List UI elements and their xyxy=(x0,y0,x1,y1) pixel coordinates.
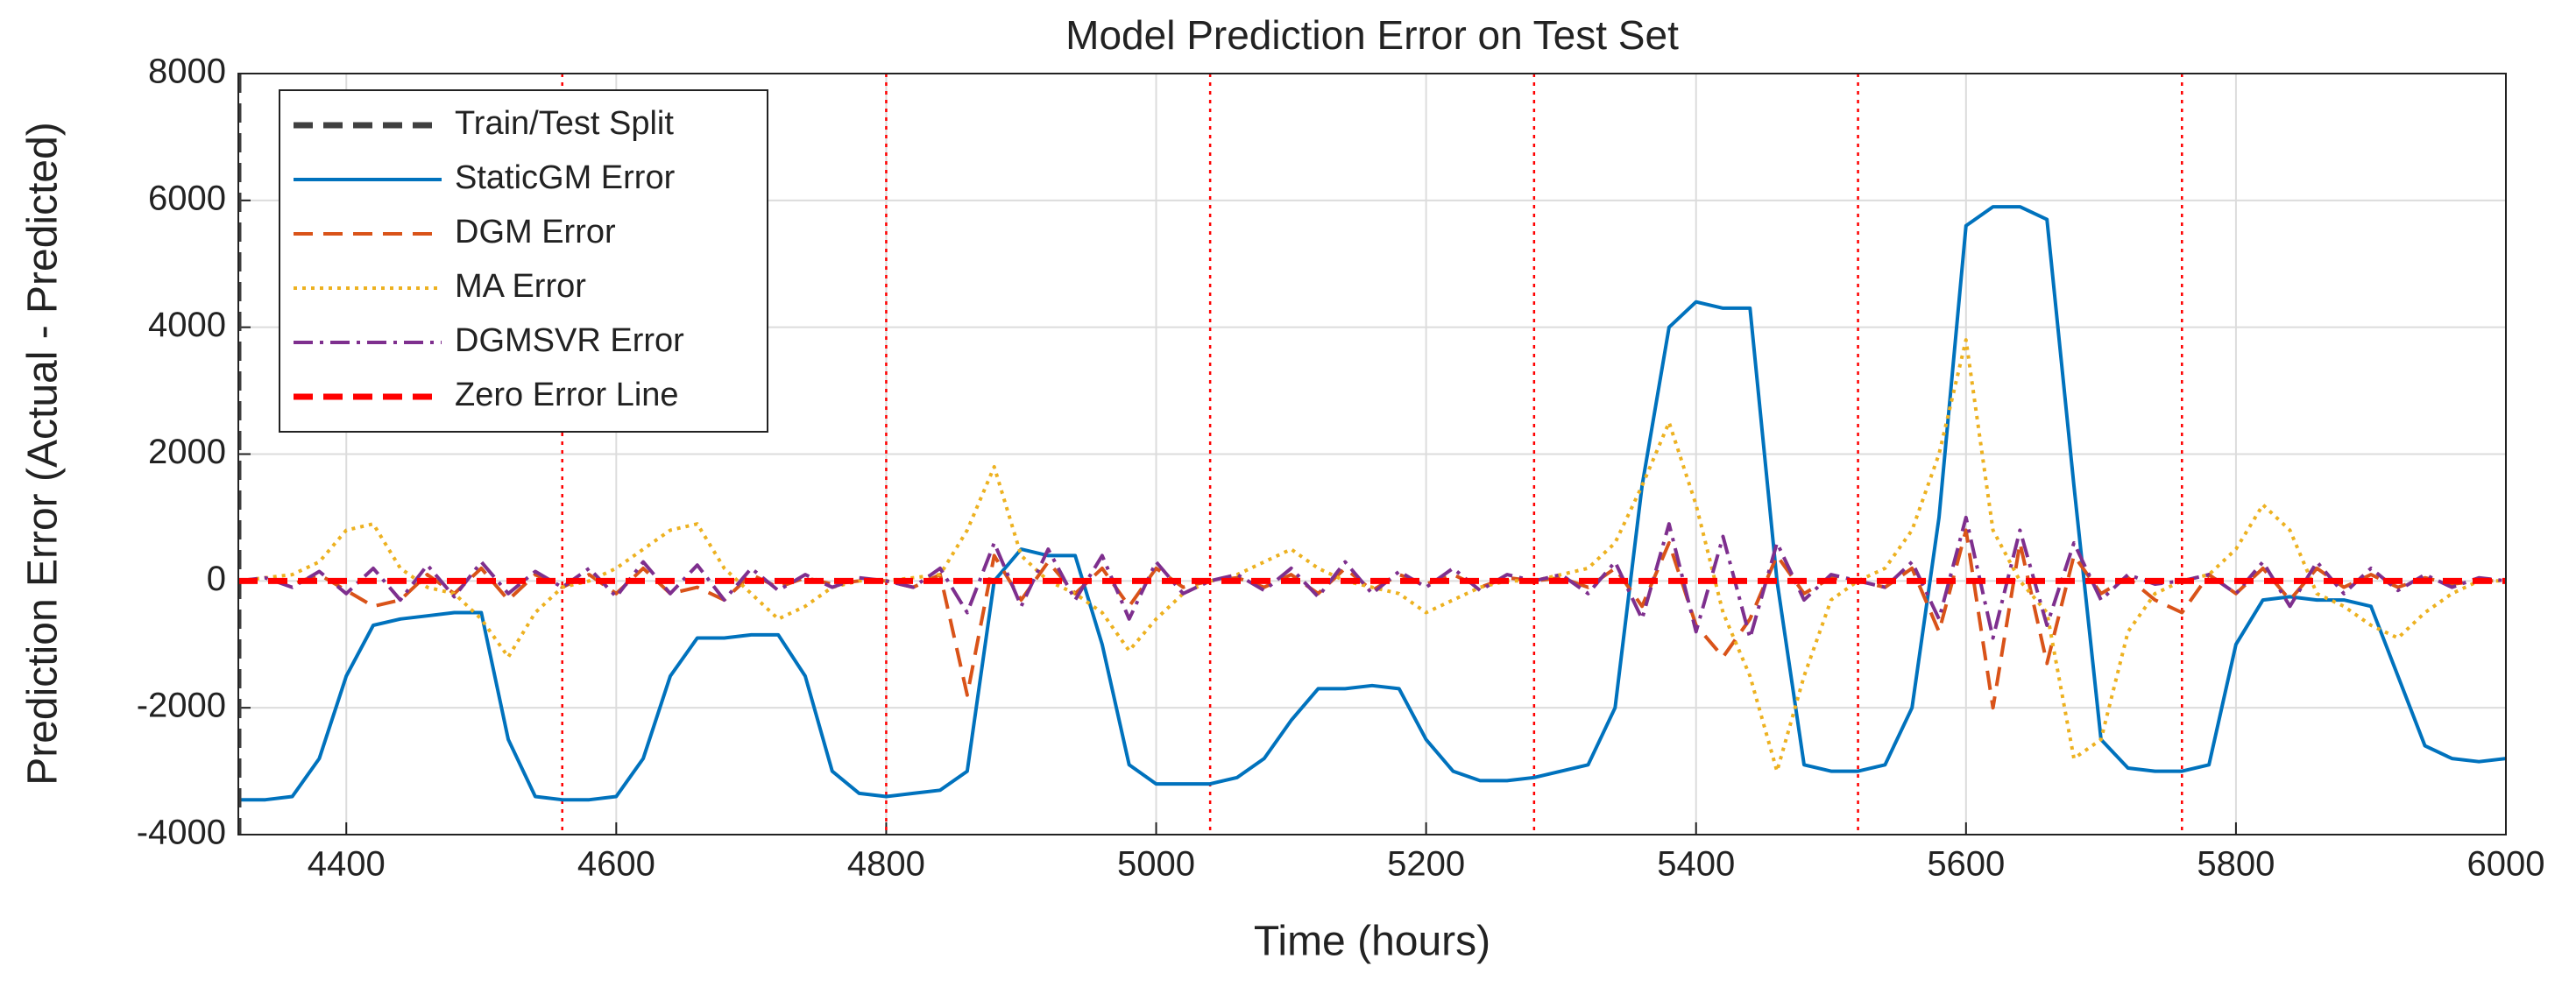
plot-frame xyxy=(237,73,2507,835)
series-line xyxy=(238,528,2506,710)
x-tick-label: 5800 xyxy=(2197,845,2275,884)
y-tick-label: 8000 xyxy=(148,53,226,91)
series-line xyxy=(238,205,2506,802)
legend-label: Train/Test Split xyxy=(455,105,674,142)
x-tick-label: 5200 xyxy=(1387,845,1465,884)
legend-box xyxy=(279,89,768,433)
y-tick-label: 4000 xyxy=(148,306,226,344)
y-tick-label: -4000 xyxy=(137,814,226,852)
y-tick-label: 0 xyxy=(207,560,226,598)
x-tick-label: 5600 xyxy=(1927,845,2005,884)
x-tick-label: 4800 xyxy=(847,845,925,884)
x-tick-label: 4600 xyxy=(577,845,655,884)
x-tick-label: 4400 xyxy=(308,845,386,884)
legend-label: Zero Error Line xyxy=(455,377,679,413)
x-tick-label: 5000 xyxy=(1117,845,1195,884)
y-tick-label: -2000 xyxy=(137,687,226,725)
x-tick-label: 5400 xyxy=(1657,845,1735,884)
plot-layer xyxy=(238,74,2506,835)
legend-label: MA Error xyxy=(455,268,586,305)
legend-label: DGM Error xyxy=(455,214,616,250)
y-tick-label: 2000 xyxy=(148,433,226,471)
y-axis-label: Prediction Error (Actual - Predicted) xyxy=(20,122,67,786)
y-tick-label: 6000 xyxy=(148,179,226,217)
series-line xyxy=(238,338,2506,773)
chart-title: Model Prediction Error on Test Set xyxy=(1065,12,1679,58)
x-axis-label: Time (hours) xyxy=(1254,919,1490,965)
legend-label: DGMSVR Error xyxy=(455,322,684,359)
x-tick-label: 6000 xyxy=(2467,845,2545,884)
legend-label: StaticGM Error xyxy=(455,159,676,196)
